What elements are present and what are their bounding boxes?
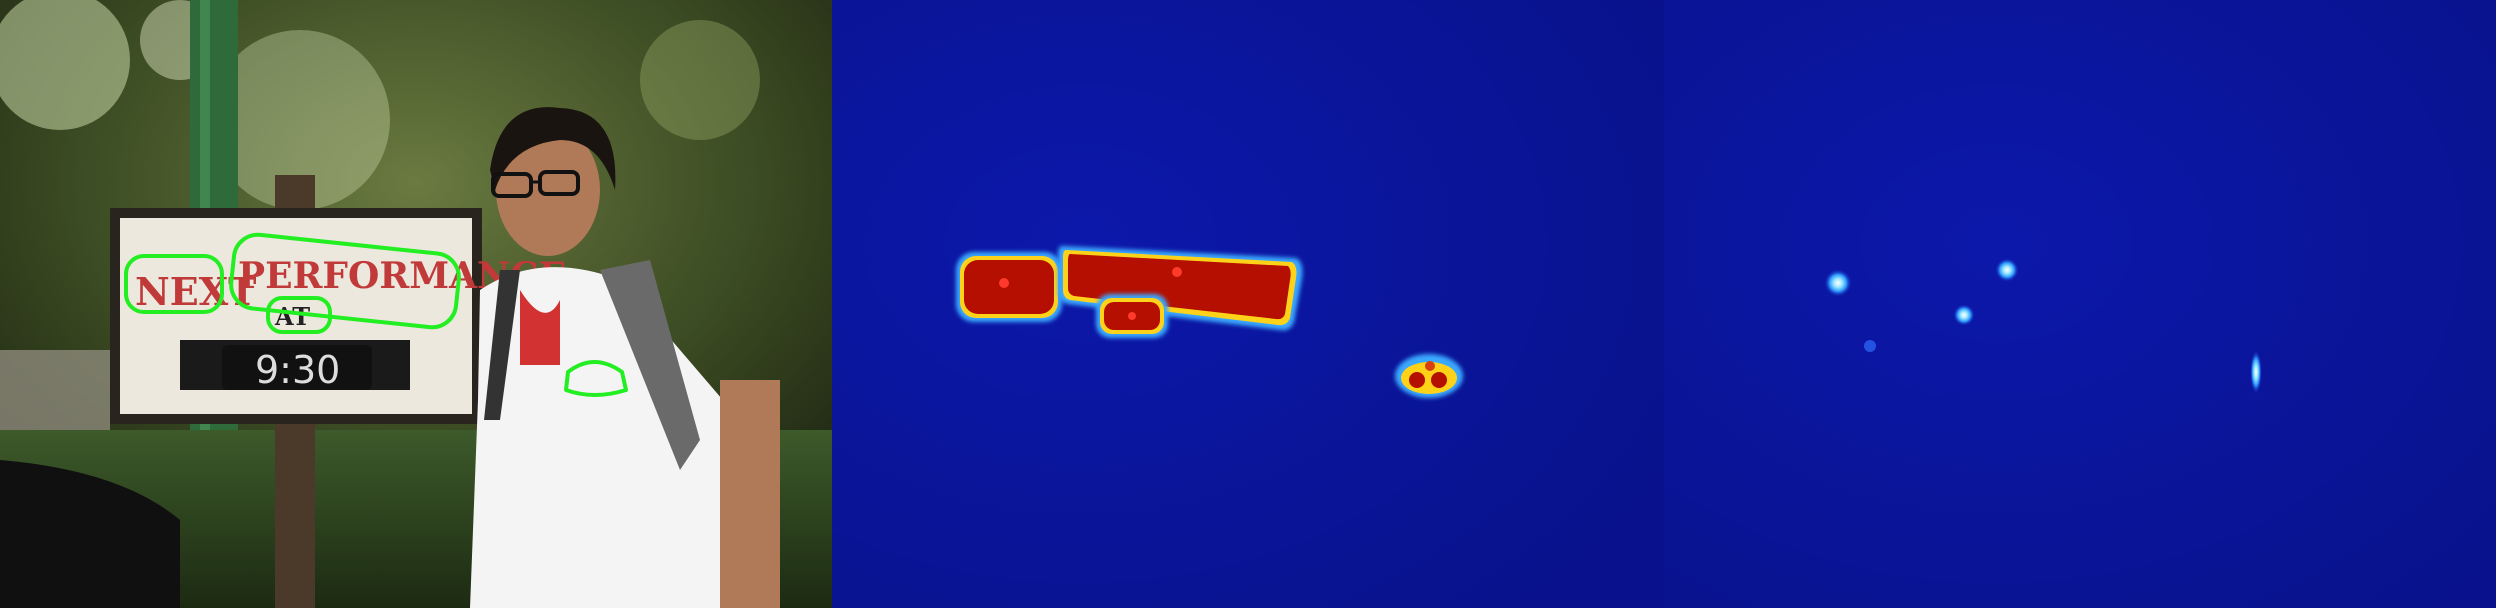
center-heatmap (1664, 0, 2496, 608)
heat-region-performance (1058, 246, 1303, 331)
center-heatmap-background (1664, 0, 2496, 608)
heat-region-next (956, 252, 1062, 322)
text-detections (124, 232, 628, 397)
center-point-at (1953, 304, 1975, 326)
sign-word-next: NEXT (135, 269, 256, 314)
detection-shirt-logo (564, 360, 628, 397)
center-point-performance (1995, 258, 2019, 282)
dark-object (0, 460, 180, 608)
detection-next (124, 254, 224, 314)
center-heatmap-panel (1664, 0, 2496, 608)
region-heatmap-panel (832, 0, 1664, 608)
detection-performance (229, 232, 461, 330)
photo-panel: NEXT PERFORMANCE AT 9:30 (0, 0, 832, 608)
sign-word-at: AT (274, 302, 310, 331)
center-point-next (1824, 269, 1852, 297)
detection-at (266, 296, 332, 334)
scene-photo: NEXT PERFORMANCE AT 9:30 (0, 0, 832, 608)
heat-region-shirt-logo (1395, 354, 1463, 398)
person (470, 107, 780, 608)
region-heatmap (832, 0, 1664, 608)
sign-time: 9:30 (255, 348, 340, 392)
heat-region-at (1096, 294, 1168, 338)
center-point-shirt-logo (2250, 350, 2262, 394)
center-point-faint (1864, 340, 1876, 352)
